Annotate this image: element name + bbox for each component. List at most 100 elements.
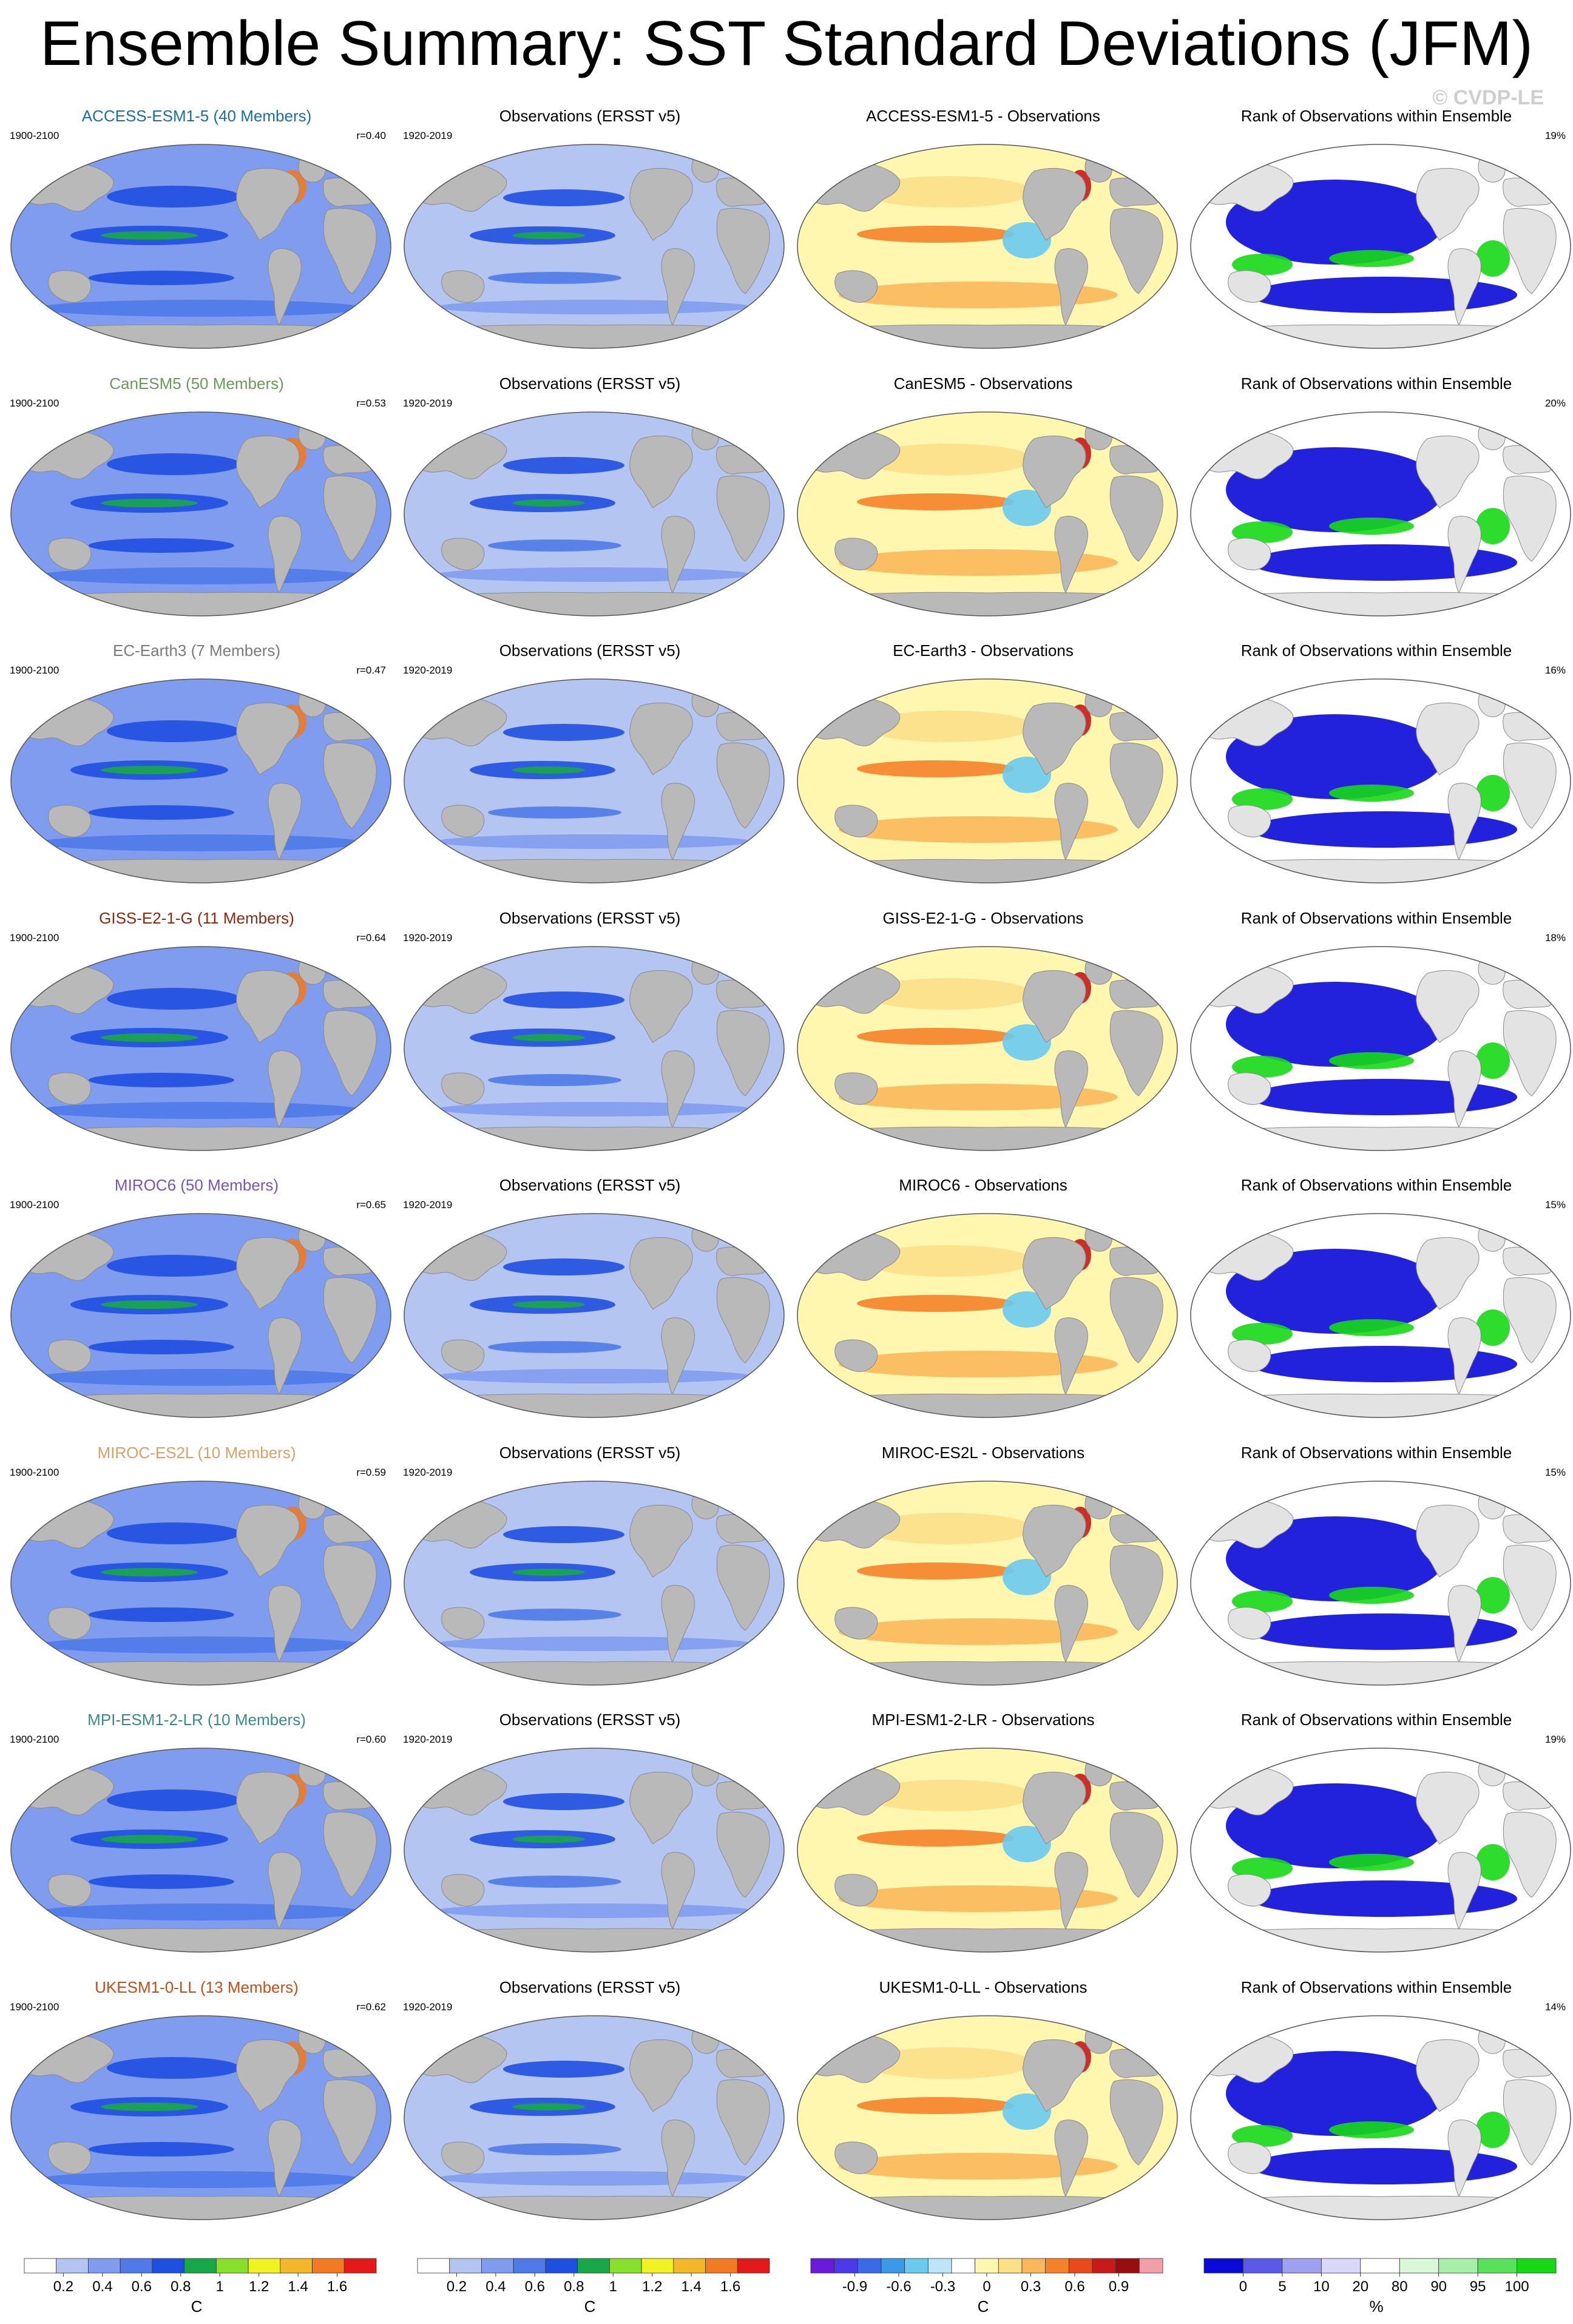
north-america-shape [1416,970,1480,1043]
cool-anomaly-east [1003,489,1051,526]
colorbar-unit: % [1369,2297,1383,2316]
colorbar-swatch [641,2258,674,2274]
africa-shape [1503,208,1557,294]
north-america-shape [1023,702,1086,775]
north-america-shape [1023,167,1086,241]
south-pacific-band [488,1341,621,1353]
pattern-correlation: r=0.62 [356,2001,386,2013]
colorbar-swatch [312,2258,345,2274]
low-rank-pacific [1226,1783,1444,1868]
diff-panel: GISS-E2-1-G - Observations [786,907,1180,1174]
colorbar-unit: C [978,2297,989,2316]
rank-title: Rank of Observations within Ensemble [1240,1978,1512,1996]
north-america-shape [629,1504,693,1578]
australia-shape [1228,805,1271,837]
equatorial-pacific-core [512,1033,585,1041]
high-rank-patch-2 [1329,1586,1414,1604]
colorbar-tick-label: 0.8 [171,2278,191,2295]
model-map [10,2015,391,2220]
north-america-shape [236,167,300,241]
north-pacific-band [107,1789,240,1811]
africa-shape [1109,1010,1163,1096]
north-pacific-band [503,1525,624,1543]
high-rank-patch-2 [1329,785,1414,802]
southern-ocean-band [436,300,752,314]
southern-ocean-band [37,1636,365,1653]
antarctica-shape [819,1661,1155,1685]
antarctica-shape [819,324,1155,348]
north-america-shape [629,167,693,241]
colorbar-swatch [1360,2258,1400,2274]
map-border [797,411,1178,616]
low-rank-south [1250,277,1517,313]
colorbar-swatch [120,2258,153,2274]
southern-ocean-band [436,2170,752,2186]
pattern-correlation: r=0.40 [356,130,386,141]
colorbar-tick-label: 1.4 [288,2278,308,2295]
colorbar-swatch [673,2258,706,2274]
south-pacific-band [89,1340,234,1354]
diff-map [797,945,1178,1151]
obs-map [404,678,785,883]
rank-percent: 19% [1544,1734,1566,1745]
southern-ocean-band [37,1903,365,1920]
north-pacific-band [503,724,624,741]
difference-title: MIROC6 - Observations [899,1176,1067,1194]
south-pacific-band [89,1607,234,1622]
map-border [404,2015,785,2220]
map-border [404,678,785,883]
north-america-shape [629,435,693,508]
colorbar-swatch [24,2258,57,2274]
southern-ocean-band [37,300,365,317]
equatorial-pacific-core [512,1836,585,1843]
colorbar-swatch [1203,2258,1243,2274]
south-pacific-band [89,805,234,820]
africa-shape [1109,1277,1163,1363]
north-america-shape [1023,2039,1086,2112]
africa-shape [323,475,377,562]
australia-shape [441,538,485,570]
map-border [1190,411,1571,616]
equatorial-pacific-core [101,1835,198,1843]
colorbar-swatch [1399,2258,1439,2274]
warm-anomaly-north [863,1780,1033,1811]
warm-anomaly-south [839,1351,1118,1377]
rank-panel: Rank of Observations within Ensemble 20% [1180,372,1573,639]
warm-anomaly-equator [857,226,1015,243]
rank-map [1190,411,1571,616]
north-pacific-band [107,987,240,1010]
cool-anomaly-east [1003,1558,1051,1595]
model-panel: ACCESS-ESM1-5 (40 Members) 1900-2100 r=0.4… [0,104,393,371]
model-period: 1900-2100 [10,1199,59,1211]
map-border [797,678,1178,883]
pattern-correlation: r=0.60 [356,1734,386,1745]
colorbar-swatch [705,2258,738,2274]
antarctica-shape [426,1393,762,1417]
obs-period: 1920-2019 [403,2001,453,2013]
low-rank-pacific [1226,2050,1444,2136]
australia-shape [441,270,485,303]
antarctica-shape [1213,1126,1549,1150]
southern-ocean-band [37,1101,365,1119]
rank-panel: Rank of Observations within Ensemble 19% [1180,104,1573,371]
high-rank-patch-1 [1232,254,1293,275]
difference-title: UKESM1-0-LL - Observations [879,1978,1088,1996]
africa-shape [323,208,377,294]
australia-shape [834,2141,878,2174]
africa-shape [716,1544,770,1631]
africa-shape [716,1277,770,1363]
antarctica-shape [33,1393,369,1417]
antarctica-shape [1213,2195,1549,2220]
cool-anomaly-east [1003,222,1051,258]
equatorial-pacific-core [512,1301,585,1308]
equatorial-pacific-core [512,232,585,239]
equatorial-pacific-core [512,1568,585,1576]
map-border [1190,1748,1571,1953]
warm-anomaly-north [863,2047,1033,2079]
antarctica-shape [426,592,762,616]
model-title: MPI-ESM1-2-LR (10 Members) [87,1711,306,1729]
north-pacific-band [503,991,624,1008]
obs-title: Observations (ERSST v5) [499,908,681,927]
model-map [10,945,391,1151]
high-rank-patch-2 [1329,517,1414,535]
